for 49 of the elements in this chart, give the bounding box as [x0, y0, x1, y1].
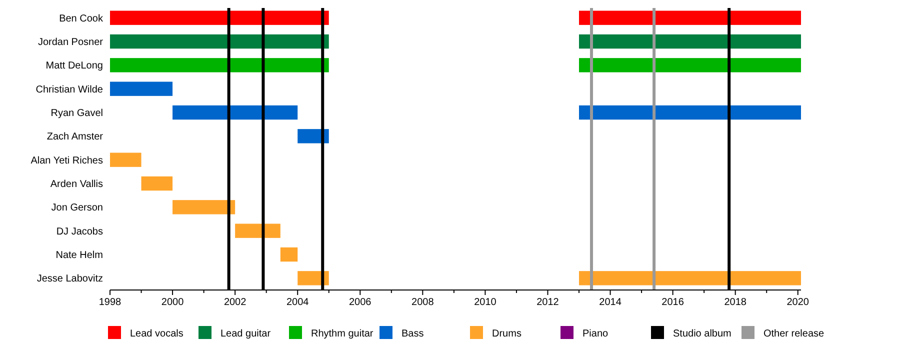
bar: [280, 247, 298, 262]
bar: [110, 34, 329, 49]
y-tick-label: Alan Yeti Riches: [30, 155, 103, 166]
y-tick-label: Christian Wilde: [36, 84, 104, 96]
legend-label: Lead guitar: [220, 328, 272, 340]
legend-label: Other release: [764, 328, 825, 340]
x-tick-label: 2018: [724, 297, 747, 308]
y-tick-label: Jon Gerson: [51, 202, 103, 214]
x-tick-label: 2016: [662, 297, 684, 308]
x-tick-label: 2012: [536, 297, 560, 308]
y-tick-label: Ben Cook: [59, 13, 104, 24]
legend-label: Studio album: [673, 328, 732, 340]
bar: [298, 271, 329, 286]
bar: [235, 224, 280, 238]
bar: [110, 152, 142, 167]
bar: [298, 129, 329, 144]
y-tick-label: Zach Amster: [46, 132, 104, 143]
bar: [579, 10, 801, 25]
x-tick-label: 2000: [161, 297, 184, 308]
x-tick-label: 2014: [599, 297, 622, 308]
x-tick-label: 2006: [349, 297, 372, 308]
legend-label: Drums: [492, 328, 522, 340]
bar: [110, 58, 329, 72]
y-tick-label: DJ Jacobs: [56, 226, 103, 238]
x-tick-label: 2002: [224, 297, 247, 308]
bar: [110, 82, 173, 96]
y-tick-label: Ryan Gavel: [50, 108, 103, 119]
legend-label: Rhythm guitar: [311, 328, 374, 340]
bar: [110, 10, 329, 25]
x-tick-label: 2008: [412, 297, 434, 308]
y-tick-label: Nate Helm: [56, 250, 103, 261]
legend-label: Piano: [582, 328, 609, 340]
bar: [172, 105, 298, 120]
bar: [579, 271, 801, 286]
bar: [579, 105, 801, 120]
bar: [141, 176, 173, 191]
y-tick-label: Arden Vallis: [50, 179, 103, 190]
legend-label: Lead vocals: [130, 328, 184, 340]
bar: [579, 58, 801, 72]
x-tick-label: 2010: [474, 297, 497, 308]
y-tick-label: Jordan Posner: [38, 37, 104, 48]
y-tick-label: Jesse Labovitz: [36, 274, 103, 285]
x-tick-label: 1998: [98, 297, 122, 308]
bar: [579, 34, 801, 49]
legend-label: Bass: [402, 328, 424, 340]
x-tick-label: 2004: [286, 297, 310, 308]
bar: [172, 200, 236, 214]
x-tick-label: 2020: [786, 297, 810, 308]
y-tick-label: Matt DeLong: [46, 60, 103, 72]
